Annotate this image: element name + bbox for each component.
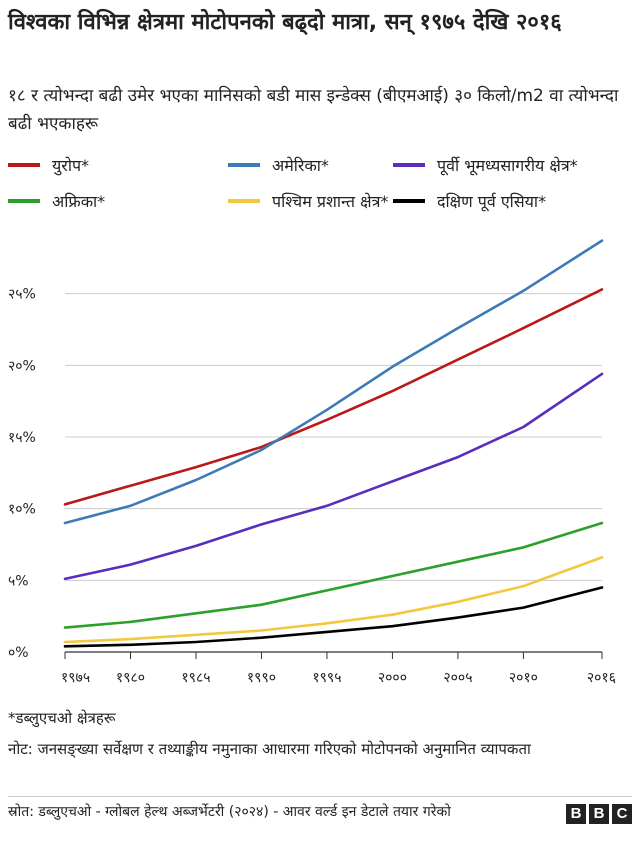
legend-item-europe: युरोप* <box>8 154 89 176</box>
legend-swatch-europe <box>8 163 40 167</box>
x-tick-label: १९९५ <box>312 670 341 686</box>
legend-item-south-east-asia: दक्षिण पूर्व एसिया* <box>393 190 546 212</box>
x-tick-label: १९८० <box>116 670 145 686</box>
divider <box>8 796 632 797</box>
legend: युरोप* अमेरिका* पूर्वी भूमध्यसागरीय क्षे… <box>8 150 638 220</box>
legend-label-europe: युरोप* <box>52 156 90 175</box>
series-line-1 <box>63 239 604 525</box>
x-tick-label: २००५ <box>443 670 472 686</box>
footnote: *डब्लुएचओ क्षेत्रहरू <box>8 709 116 727</box>
x-tick-label: १९७५ <box>61 670 90 686</box>
y-tick-label: २०% <box>8 358 36 374</box>
bbc-logo-letter: B <box>589 804 609 824</box>
legend-swatch-eastern-mediterranean <box>393 163 425 167</box>
legend-label-western-pacific: पश्चिम प्रशान्त क्षेत्र* <box>272 192 389 211</box>
legend-swatch-south-east-asia <box>393 199 425 203</box>
legend-swatch-western-pacific <box>228 199 260 203</box>
legend-label-americas: अमेरिका* <box>272 156 329 175</box>
x-tick-label: १९८५ <box>181 670 210 686</box>
legend-label-south-east-asia: दक्षिण पूर्व एसिया* <box>437 192 547 211</box>
series-line-0 <box>63 288 604 506</box>
x-tick-label: २००० <box>378 670 407 686</box>
legend-item-eastern-mediterranean: पूर्वी भूमध्यसागरीय क्षेत्र* <box>393 154 578 176</box>
note: नोट: जनसङ्ख्या सर्वेक्षण र तथ्याङ्कीय नम… <box>8 740 531 758</box>
series-line-2 <box>63 372 604 581</box>
chart-subtitle: १८ र त्योभन्दा बढी उमेर भएका मानिसको बडी… <box>8 86 619 134</box>
x-tick-label: १९९० <box>247 670 276 686</box>
y-tick-label: ०% <box>8 645 29 661</box>
bbc-logo: B B C <box>566 804 632 824</box>
y-tick-label: ५% <box>8 573 29 589</box>
legend-swatch-americas <box>228 163 260 167</box>
legend-item-africa: अफ्रिका* <box>8 190 105 212</box>
y-tick-label: १५% <box>8 430 36 446</box>
legend-label-eastern-mediterranean: पूर्वी भूमध्यसागरीय क्षेत्र* <box>437 156 578 175</box>
series-line-5 <box>63 586 604 648</box>
line-chart: ०% ५% १०% १५% २०% २५% १९७५ १९८० १९८५ १९९० १९९५ २०००… <box>8 239 616 686</box>
series-line-4 <box>63 556 604 644</box>
legend-swatch-africa <box>8 199 40 203</box>
x-tick-label: २०१६ <box>587 670 616 686</box>
bbc-logo-letter: B <box>566 804 586 824</box>
chart-title: विश्वका विभिन्न क्षेत्रमा मोटोपनको बढ्दो… <box>8 10 562 35</box>
legend-item-western-pacific: पश्चिम प्रशान्त क्षेत्र* <box>228 190 388 212</box>
bbc-logo-letter: C <box>612 804 632 824</box>
legend-label-africa: अफ्रिका* <box>52 192 106 211</box>
x-tick-label: २०१० <box>509 670 538 686</box>
legend-item-americas: अमेरिका* <box>228 154 329 176</box>
source-text: स्रोत: डब्लुएचओ - ग्लोबल हेल्थ अब्जर्भेट… <box>8 804 451 820</box>
y-tick-label: १०% <box>8 502 36 518</box>
y-tick-label: २५% <box>8 287 36 303</box>
series-line-3 <box>63 521 604 629</box>
